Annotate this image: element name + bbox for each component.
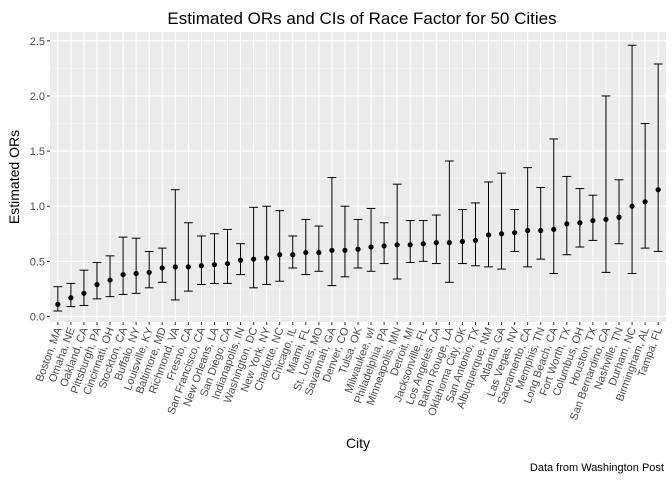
y-tick-label: 0.0 xyxy=(30,311,45,323)
estimate-point xyxy=(525,227,531,234)
estimate-point xyxy=(538,227,544,234)
estimate-point xyxy=(198,263,204,269)
estimate-point xyxy=(512,230,518,236)
estimate-point xyxy=(564,221,570,227)
estimate-points xyxy=(55,187,661,307)
estimate-point xyxy=(316,249,322,256)
estimate-point xyxy=(290,252,296,258)
chart-title: Estimated ORs and CIs of Race Factor for… xyxy=(167,9,556,28)
estimate-point xyxy=(329,247,335,253)
estimate-point xyxy=(342,247,348,253)
estimate-point xyxy=(551,226,557,232)
estimate-point xyxy=(629,203,635,209)
estimate-point xyxy=(616,214,622,220)
error-bars xyxy=(53,44,663,312)
estimate-point xyxy=(159,265,165,271)
y-tick-label: 1.0 xyxy=(30,201,45,213)
estimate-point xyxy=(172,264,178,270)
y-axis-title: Estimated ORs xyxy=(6,130,22,224)
estimate-point xyxy=(277,252,283,258)
estimate-point xyxy=(577,220,583,226)
estimate-point xyxy=(446,240,452,246)
estimate-point xyxy=(459,238,466,245)
estimate-point xyxy=(485,232,492,238)
estimate-point xyxy=(498,231,505,237)
estimate-point xyxy=(211,262,218,268)
estimate-point xyxy=(420,241,426,247)
estimate-point xyxy=(407,242,413,248)
estimate-point xyxy=(68,295,74,301)
estimate-point xyxy=(237,257,244,263)
estimate-point xyxy=(133,270,139,277)
estimate-point xyxy=(185,264,191,270)
estimate-point xyxy=(603,216,609,223)
estimate-point xyxy=(94,281,100,288)
estimate-point xyxy=(655,187,661,193)
estimate-point xyxy=(146,269,152,275)
estimate-point xyxy=(355,246,361,252)
estimate-point xyxy=(303,249,309,256)
estimate-point xyxy=(472,237,479,244)
estimate-point xyxy=(368,244,374,250)
y-tick-label: 1.5 xyxy=(30,146,45,158)
y-tick-label: 2.5 xyxy=(30,36,45,48)
y-tick-label: 2.0 xyxy=(30,91,45,103)
estimate-point xyxy=(224,260,231,267)
estimate-point xyxy=(250,256,257,262)
estimate-point xyxy=(394,242,400,248)
estimate-point xyxy=(55,301,61,307)
y-tick-label: 0.5 xyxy=(30,256,45,268)
x-axis-title: City xyxy=(346,435,370,451)
estimate-point xyxy=(433,240,439,246)
chart-caption: Data from Washington Post xyxy=(530,462,664,474)
estimate-point xyxy=(264,255,270,261)
estimate-point xyxy=(381,243,387,249)
y-axis: 0.0 0.5 1.0 1.5 2.0 2.5 xyxy=(30,36,50,323)
estimate-point xyxy=(642,199,648,205)
estimate-point xyxy=(107,277,113,283)
estimate-point xyxy=(120,271,126,278)
estimate-point xyxy=(590,217,596,224)
estimate-point xyxy=(81,290,87,296)
